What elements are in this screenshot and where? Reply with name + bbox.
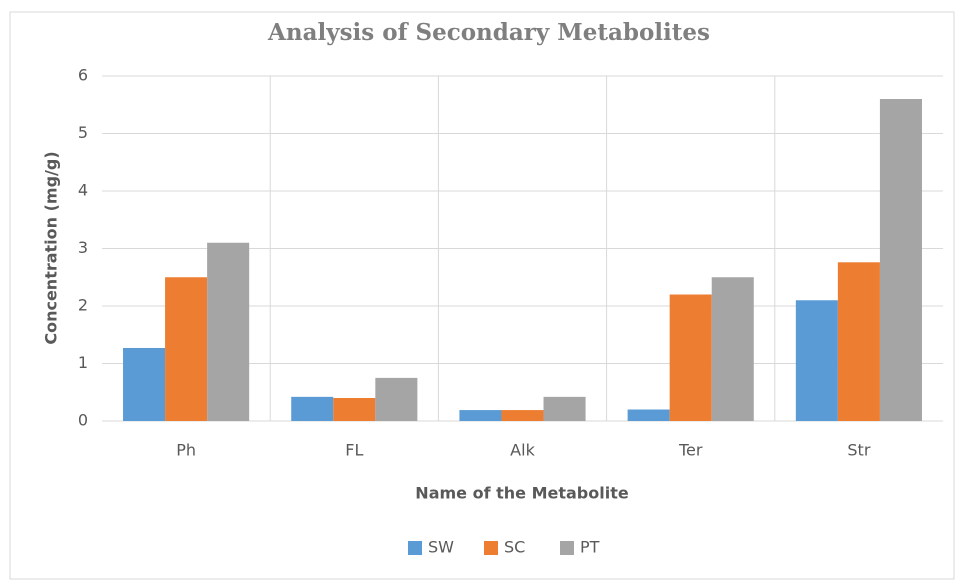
- bar: [627, 409, 670, 421]
- bar: [207, 242, 250, 421]
- bar: [879, 99, 922, 421]
- y-axis-label: Concentration (mg/g): [42, 151, 61, 344]
- y-tick-label: 4: [78, 181, 88, 200]
- y-tick-label: 1: [78, 353, 88, 372]
- x-tick-label: Ter: [678, 441, 703, 460]
- bar: [837, 262, 880, 421]
- legend-label: PT: [580, 538, 600, 557]
- x-axis-label: Name of the Metabolite: [415, 484, 629, 503]
- legend-label: SW: [428, 538, 454, 557]
- bar: [795, 300, 838, 421]
- legend-swatch: [484, 541, 498, 555]
- bar: [459, 410, 502, 421]
- y-tick-label: 2: [78, 296, 88, 315]
- bar: [123, 347, 166, 421]
- y-tick-label: 6: [78, 66, 88, 85]
- bar: [165, 277, 208, 421]
- bar: [375, 377, 418, 421]
- bar: [333, 398, 376, 421]
- x-tick-label: Ph: [176, 441, 196, 460]
- x-tick-label: FL: [345, 441, 363, 460]
- legend-swatch: [408, 541, 422, 555]
- bar: [501, 410, 544, 421]
- legend-swatch: [560, 541, 574, 555]
- bar: [543, 396, 586, 421]
- chart-title: Analysis of Secondary Metabolites: [267, 19, 710, 46]
- x-tick-label: Alk: [510, 441, 535, 460]
- legend-label: SC: [504, 538, 525, 557]
- bar: [291, 396, 334, 421]
- bar: [669, 294, 712, 421]
- y-tick-label: 5: [78, 123, 88, 142]
- x-tick-label: Str: [847, 441, 870, 460]
- bar: [711, 277, 754, 421]
- y-tick-label: 3: [78, 238, 88, 257]
- y-tick-label: 0: [78, 411, 88, 430]
